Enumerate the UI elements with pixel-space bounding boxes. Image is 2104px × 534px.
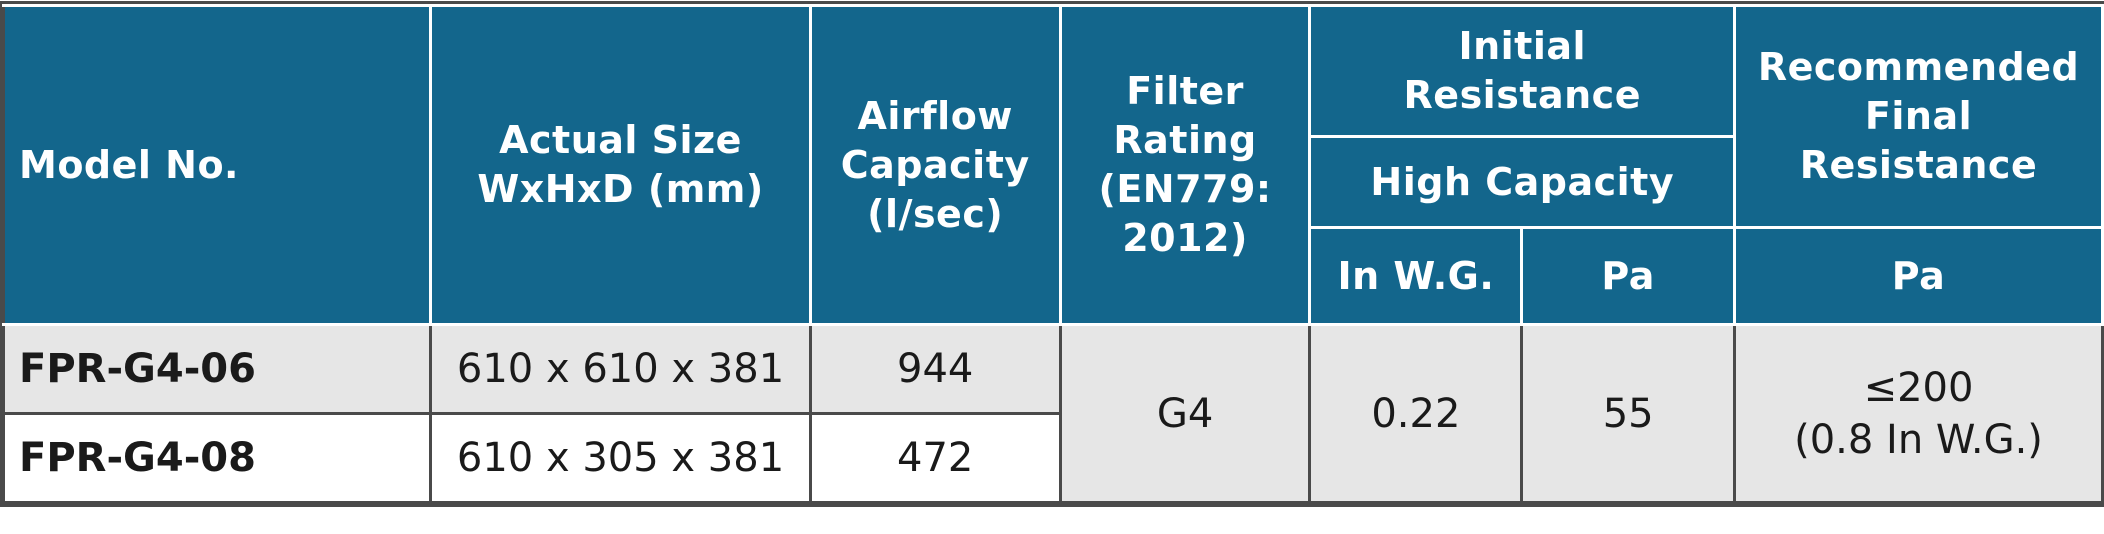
header-airflow-line2: Capacity — [840, 142, 1030, 187]
table-row: FPR-G4-06 610 x 610 x 381 944 G4 0.22 55… — [1, 323, 2104, 504]
cell-final-resistance-wg: (0.8 In W.G.) — [1794, 416, 2043, 463]
cell-pa: 55 — [1520, 323, 1737, 504]
cell-model: FPR-G4-08 — [1, 412, 433, 504]
header-initial-line1: Initial — [1458, 24, 1587, 68]
filter-spec-table: Model No. Actual Size WxHxD (mm) Airflow… — [1, 4, 2104, 504]
header-actual-size-line1: Actual Size — [499, 118, 742, 162]
header-recommended-final-resistance: Recommended Final Resistance — [1733, 4, 2104, 229]
cell-final-resistance: ≤200 (0.8 In W.G.) — [1733, 323, 2104, 504]
header-rating-line3: (EN779: — [1098, 167, 1272, 211]
header-rating-line4: 2012) — [1122, 216, 1248, 260]
header-airflow-capacity: Airflow Capacity (l/sec) — [808, 4, 1062, 326]
table-body: FPR-G4-06 610 x 610 x 381 944 G4 0.22 55… — [1, 323, 2104, 504]
header-initial-line2: Resistance — [1403, 73, 1641, 117]
cell-filter-rating: G4 — [1058, 323, 1312, 504]
header-pa: Pa — [1520, 226, 1737, 326]
header-actual-size-line2: WxHxD (mm) — [477, 167, 764, 211]
header-filter-rating: Filter Rating (EN779: 2012) — [1058, 4, 1312, 326]
cell-final-resistance-pa: ≤200 — [1863, 364, 1974, 411]
header-final-line2: Final Resistance — [1799, 94, 2038, 187]
header-in-wg: In W.G. — [1308, 226, 1524, 326]
cell-model: FPR-G4-06 — [1, 323, 433, 415]
header-final-line1: Recommended — [1757, 45, 2080, 89]
header-airflow-line3: (l/sec) — [867, 191, 1004, 236]
table-header: Model No. Actual Size WxHxD (mm) Airflow… — [1, 4, 2104, 326]
header-airflow-line1: Airflow — [857, 93, 1013, 138]
header-initial-resistance: Initial Resistance — [1308, 4, 1737, 138]
cell-in-wg: 0.22 — [1308, 323, 1524, 504]
table-row: FPR-G4-08 610 x 305 x 381 472 — [1, 412, 2103, 504]
cell-actual-size: 610 x 610 x 381 — [429, 323, 812, 415]
cell-airflow: 472 — [808, 412, 1062, 504]
header-model-no: Model No. — [1, 4, 433, 326]
cell-actual-size: 610 x 305 x 381 — [429, 412, 812, 504]
header-high-capacity: High Capacity — [1308, 135, 1737, 229]
cell-airflow: 944 — [808, 323, 1062, 415]
header-final-pa: Pa — [1733, 226, 2104, 326]
header-actual-size: Actual Size WxHxD (mm) — [429, 4, 812, 326]
header-rating-line2: Rating — [1113, 118, 1257, 162]
header-rating-line1: Filter — [1126, 69, 1244, 113]
